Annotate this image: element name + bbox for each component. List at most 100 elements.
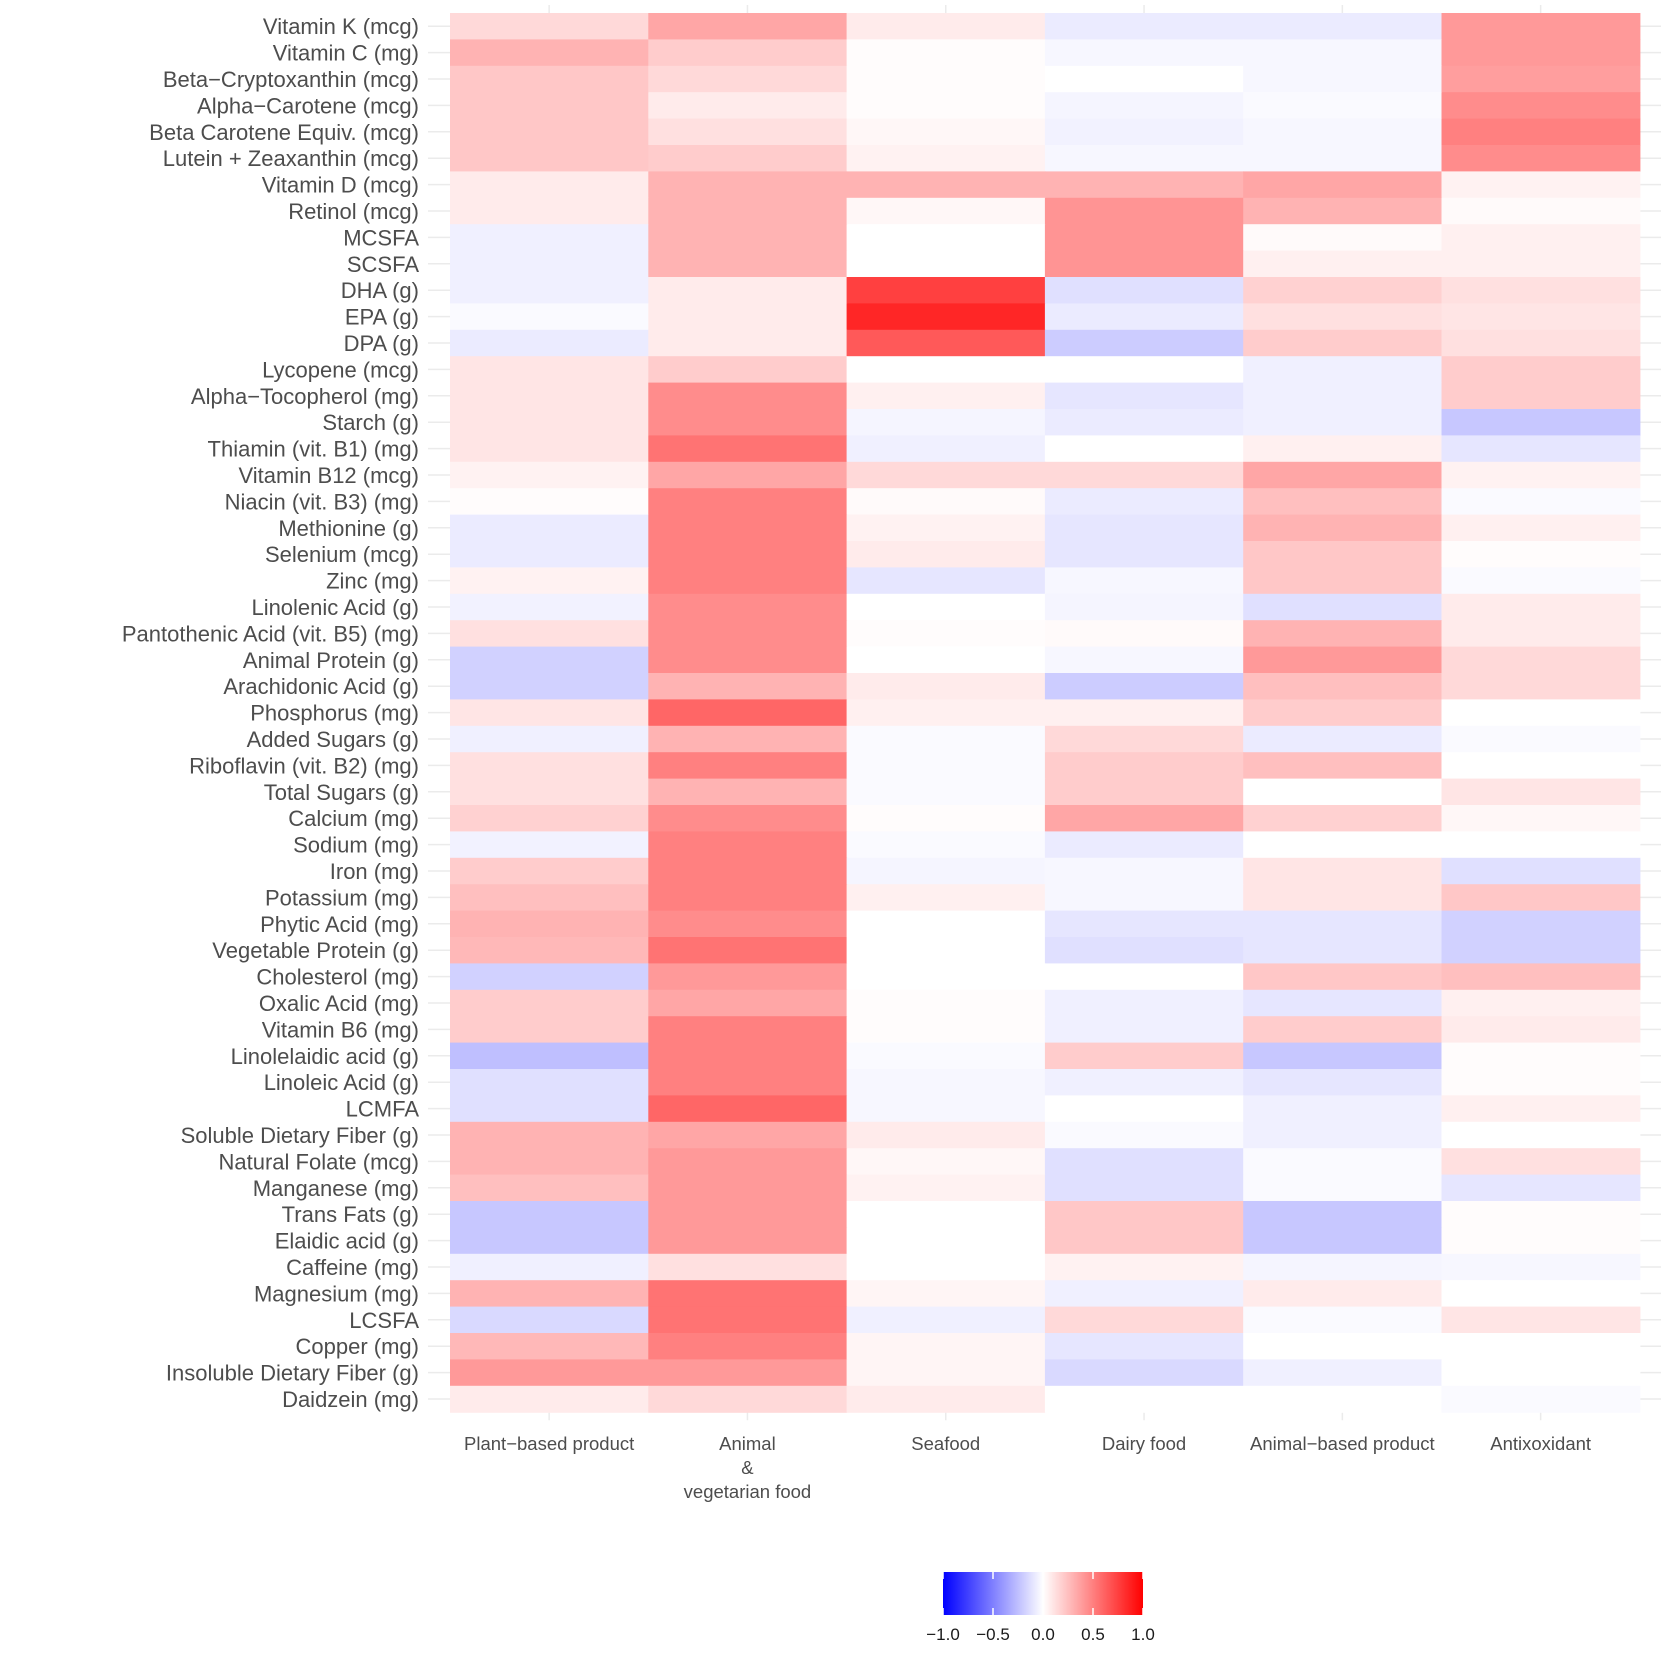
row-labels: Vitamin K (mcg)Vitamin C (mg)Beta−Crypto… [122, 14, 419, 1412]
heatmap-cell [1243, 1121, 1443, 1149]
heatmap-cell [648, 92, 848, 120]
heatmap-cell [648, 1227, 848, 1255]
heatmap-cell [1243, 514, 1443, 542]
heatmap-cell [1243, 1280, 1443, 1308]
heatmap-cell [1243, 541, 1443, 568]
heatmap-cell [648, 884, 848, 912]
heatmap-cell [648, 39, 848, 67]
heatmap-cell [648, 277, 848, 304]
heatmap-cell [1243, 963, 1443, 991]
legend-tick-label: −1.0 [926, 1625, 960, 1644]
heatmap-cell [846, 1095, 1046, 1123]
heatmap-cell [450, 1333, 649, 1360]
heatmap-cell [648, 118, 848, 146]
row-label: Thiamin (vit. B1) (mg) [208, 437, 419, 462]
legend-tick-label: 0.0 [1031, 1625, 1055, 1644]
heatmap-cell [1044, 752, 1244, 780]
heatmap-cell [1044, 1174, 1244, 1202]
heatmap-cell [450, 646, 649, 674]
column-label: Dairy food [1102, 1433, 1186, 1454]
heatmap-cell [1441, 1201, 1641, 1228]
row-label: Lutein + Zeaxanthin (mcg) [163, 146, 419, 171]
heatmap-cell [846, 303, 1046, 331]
row-label: Vitamin B12 (mcg) [238, 463, 419, 488]
heatmap-cell [1044, 118, 1244, 146]
heatmap-cell [1044, 1095, 1244, 1123]
heatmap-cell [1243, 1201, 1443, 1228]
heatmap-cell [648, 646, 848, 674]
heatmap-cell [648, 620, 848, 648]
row-label: Niacin (vit. B3) (mg) [225, 489, 419, 514]
heatmap-cell [1441, 329, 1641, 357]
heatmap-cell [846, 805, 1046, 832]
heatmap-cell [1044, 963, 1244, 991]
heatmap-cell [450, 699, 649, 727]
heatmap-cell [1044, 329, 1244, 357]
heatmap-cell [648, 593, 848, 621]
heatmap-cell [1441, 752, 1641, 780]
legend-colorbar [943, 1572, 1143, 1615]
heatmap-cell [1243, 409, 1443, 436]
heatmap-cell [1441, 1385, 1641, 1413]
heatmap-cell [450, 171, 649, 199]
heatmap-cell [1243, 277, 1443, 304]
heatmap-cell [648, 1095, 848, 1123]
heatmap-cell [1243, 567, 1443, 595]
heatmap-cell [846, 725, 1046, 753]
heatmap-cell [1243, 1016, 1443, 1044]
heatmap-cell [1441, 831, 1641, 859]
heatmap-cell [1243, 145, 1443, 172]
heatmap-cell [648, 488, 848, 516]
heatmap-cell [648, 725, 848, 753]
heatmap-cell [648, 329, 848, 357]
heatmap-cell [1441, 65, 1641, 93]
heatmap-cell [1044, 857, 1244, 885]
heatmap-cell [1044, 1121, 1244, 1149]
heatmap-cells [450, 13, 1641, 1413]
heatmap-cell [1044, 409, 1244, 436]
heatmap-cell [846, 1148, 1046, 1176]
heatmap-cell [1243, 1306, 1443, 1334]
row-label: Lycopene (mcg) [262, 357, 419, 382]
row-label: Vitamin C (mg) [273, 41, 419, 66]
heatmap-cell [450, 145, 649, 172]
color-legend: −1.0 −0.5 0.0 0.5 1.0 [926, 1572, 1155, 1644]
column-label: vegetarian food [684, 1481, 812, 1502]
heatmap-cell [648, 13, 848, 40]
heatmap-cell [1044, 461, 1244, 489]
heatmap-cell [1243, 1227, 1443, 1255]
heatmap-cell [648, 382, 848, 410]
heatmap-cell [846, 39, 1046, 67]
heatmap-cell [1243, 937, 1443, 964]
heatmap-cell [846, 646, 1046, 674]
heatmap-cell [846, 884, 1046, 912]
row-label: Vitamin B6 (mg) [262, 1017, 419, 1042]
row-label: SCSFA [347, 252, 419, 277]
column-label: Seafood [911, 1433, 980, 1454]
heatmap-cell [846, 1201, 1046, 1228]
heatmap-cell [1441, 277, 1641, 304]
heatmap-cell [648, 1385, 848, 1413]
heatmap-cell [1243, 989, 1443, 1017]
heatmap-cell [1044, 541, 1244, 568]
heatmap-cell [1044, 1253, 1244, 1281]
heatmap-cell [846, 831, 1046, 859]
heatmap-cell [450, 1280, 649, 1308]
heatmap-cell [450, 673, 649, 700]
heatmap-cell [450, 65, 649, 93]
heatmap-cell [450, 382, 649, 410]
row-label: Pantothenic Acid (vit. B5) (mg) [122, 621, 419, 646]
heatmap-cell [648, 145, 848, 172]
heatmap-cell [648, 937, 848, 964]
heatmap-cell [648, 1121, 848, 1149]
heatmap-cell [1441, 382, 1641, 410]
heatmap-cell [846, 699, 1046, 727]
row-label: DPA (g) [344, 331, 419, 356]
heatmap-cell [648, 1201, 848, 1228]
row-label: Calcium (mg) [288, 806, 419, 831]
heatmap-cell [1441, 118, 1641, 146]
column-label: & [741, 1457, 754, 1478]
heatmap-cell [648, 1016, 848, 1044]
heatmap-cell [1441, 1333, 1641, 1360]
heatmap-cell [1441, 989, 1641, 1017]
